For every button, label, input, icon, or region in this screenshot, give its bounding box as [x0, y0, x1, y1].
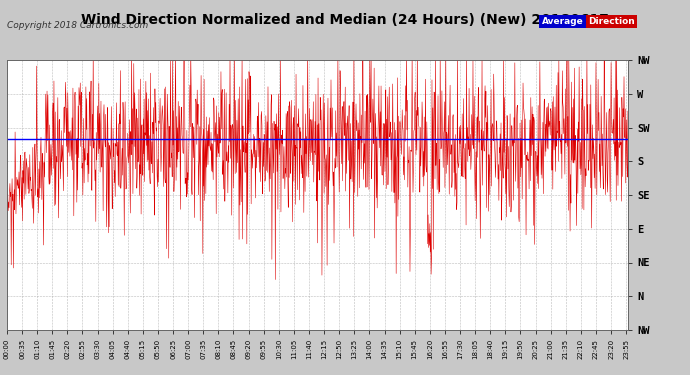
- Text: Copyright 2018 Cartronics.com: Copyright 2018 Cartronics.com: [7, 21, 148, 30]
- Text: Wind Direction Normalized and Median (24 Hours) (New) 20180617: Wind Direction Normalized and Median (24…: [81, 13, 609, 27]
- Text: Average: Average: [542, 17, 584, 26]
- Text: Direction: Direction: [588, 17, 635, 26]
